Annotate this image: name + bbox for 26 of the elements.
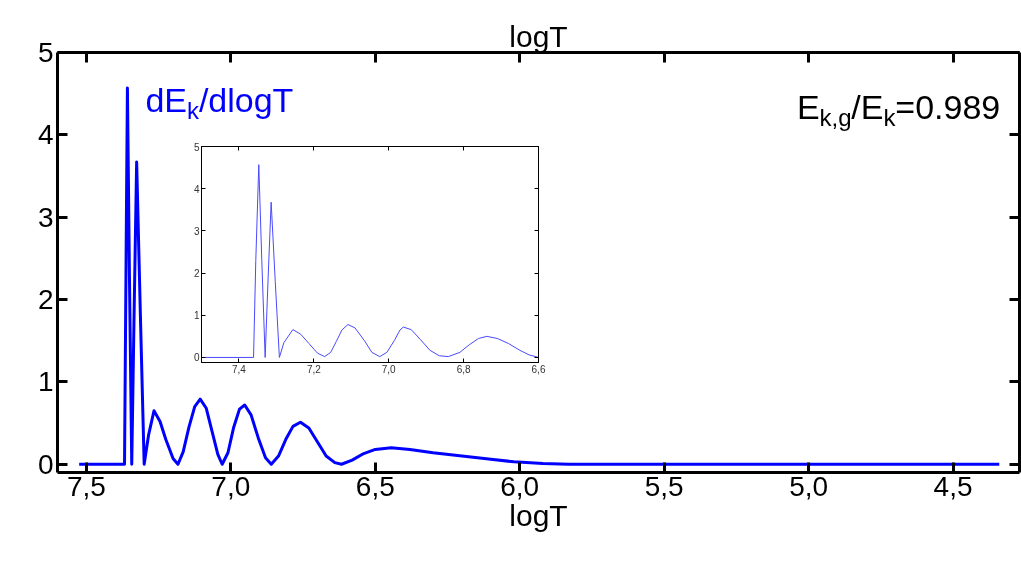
y-tick-label: 2 [193, 268, 200, 280]
y-tick-label: 0 [193, 352, 200, 364]
line-series [77, 86, 1001, 466]
x-tick-label: 7,4 [231, 363, 247, 375]
y-tick-label: 3 [193, 225, 200, 237]
x-tick-label: 5,0 [789, 470, 829, 502]
x2-axis-title: logT [509, 19, 568, 53]
y-tick-label: 2 [37, 284, 54, 316]
x-tick-label: 7,2 [306, 363, 322, 375]
x-tick-label: 7,5 [66, 470, 106, 502]
x-tick-label: 7,0 [381, 363, 397, 375]
x-tick-label: 6,6 [531, 363, 546, 375]
y-tick-label: 0 [37, 448, 54, 480]
y-tick-label: 1 [37, 366, 54, 398]
x-tick-label: 6,0 [500, 470, 540, 502]
y-tick-label: 5 [193, 141, 200, 153]
x-tick-label: 7,0 [211, 470, 251, 502]
y-tick-label: 4 [193, 183, 200, 195]
y-tick-label: 4 [37, 119, 54, 151]
y-tick-label: 5 [37, 37, 54, 68]
x-tick-label: 5,5 [644, 470, 684, 502]
y-tick-label: 3 [37, 201, 54, 233]
x-tick-label: 6,5 [355, 470, 395, 502]
x-tick-label: 6,8 [456, 363, 471, 375]
x-tick-label: 4,5 [933, 470, 973, 502]
y-tick-label: 1 [193, 310, 200, 322]
